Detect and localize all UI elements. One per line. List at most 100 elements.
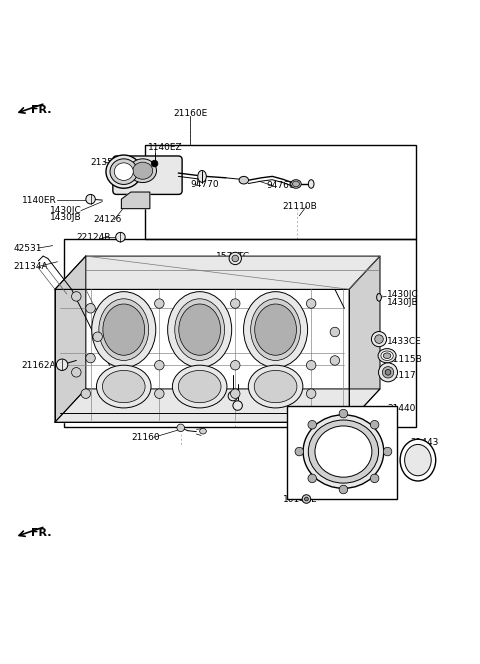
FancyBboxPatch shape [113, 156, 182, 195]
Text: 1571TC: 1571TC [216, 252, 251, 260]
Text: 21115B: 21115B [387, 355, 422, 364]
Circle shape [306, 361, 316, 370]
Ellipse shape [172, 365, 227, 408]
Circle shape [339, 485, 348, 494]
Ellipse shape [405, 444, 431, 476]
Ellipse shape [129, 159, 156, 183]
Ellipse shape [251, 299, 300, 361]
Ellipse shape [384, 353, 391, 359]
Ellipse shape [377, 293, 382, 301]
Polygon shape [55, 389, 380, 422]
Ellipse shape [308, 420, 379, 483]
Text: 94760P: 94760P [266, 181, 300, 191]
Text: 1140ER: 1140ER [22, 196, 57, 205]
Ellipse shape [303, 415, 384, 488]
Ellipse shape [102, 371, 145, 402]
Text: 21117: 21117 [387, 371, 416, 380]
Text: 1433CE: 1433CE [387, 337, 422, 346]
Circle shape [379, 363, 397, 382]
Circle shape [155, 299, 164, 308]
Circle shape [372, 331, 386, 347]
Circle shape [230, 361, 240, 370]
Circle shape [86, 303, 96, 313]
Text: 1430JC: 1430JC [387, 290, 419, 299]
Circle shape [56, 359, 68, 371]
Ellipse shape [254, 371, 297, 402]
Ellipse shape [243, 291, 308, 368]
Ellipse shape [378, 349, 396, 363]
Polygon shape [55, 290, 349, 422]
Circle shape [230, 299, 240, 308]
Text: 21134A: 21134A [13, 262, 48, 271]
Circle shape [330, 327, 340, 337]
Circle shape [339, 409, 348, 418]
Circle shape [302, 495, 311, 503]
Circle shape [229, 252, 241, 265]
Polygon shape [55, 256, 86, 422]
Circle shape [81, 389, 91, 398]
Circle shape [308, 474, 316, 483]
Circle shape [308, 420, 316, 429]
Text: 21114: 21114 [250, 395, 278, 404]
Text: FR.: FR. [31, 105, 52, 115]
Circle shape [86, 353, 96, 363]
Text: 21353R: 21353R [91, 157, 125, 167]
Text: 24126: 24126 [93, 215, 121, 224]
Ellipse shape [103, 304, 144, 355]
Ellipse shape [255, 304, 297, 355]
Ellipse shape [179, 371, 221, 402]
Circle shape [228, 391, 238, 401]
Ellipse shape [133, 162, 153, 179]
Circle shape [383, 367, 394, 378]
Circle shape [86, 195, 96, 204]
Circle shape [371, 420, 379, 429]
Text: 22124B: 22124B [76, 232, 111, 242]
Text: 21443: 21443 [411, 438, 439, 447]
Circle shape [295, 448, 303, 456]
Circle shape [93, 332, 102, 341]
Circle shape [371, 474, 379, 483]
Ellipse shape [308, 180, 314, 188]
Text: 21160E: 21160E [173, 110, 207, 118]
Text: 1430JC: 1430JC [50, 206, 82, 215]
Circle shape [232, 255, 239, 262]
Circle shape [306, 299, 316, 308]
Circle shape [116, 232, 125, 242]
Text: 1140EZ: 1140EZ [147, 143, 182, 153]
Circle shape [306, 389, 316, 398]
Circle shape [177, 424, 184, 432]
Circle shape [72, 368, 81, 377]
Circle shape [384, 448, 392, 456]
Polygon shape [121, 192, 150, 208]
Ellipse shape [291, 180, 301, 188]
Ellipse shape [110, 159, 137, 185]
Ellipse shape [106, 155, 142, 188]
Text: 1430JB: 1430JB [387, 298, 419, 307]
Ellipse shape [248, 365, 303, 408]
Ellipse shape [92, 291, 156, 368]
Ellipse shape [96, 365, 151, 408]
Text: 21160: 21160 [131, 433, 159, 442]
Polygon shape [349, 256, 380, 422]
Ellipse shape [292, 181, 300, 187]
Text: 1014CL: 1014CL [283, 495, 317, 503]
Circle shape [233, 401, 242, 410]
Ellipse shape [179, 304, 220, 355]
Polygon shape [55, 256, 380, 290]
Ellipse shape [114, 163, 133, 181]
Text: FR.: FR. [31, 528, 52, 538]
Circle shape [155, 389, 164, 398]
Text: 21162A: 21162A [22, 361, 56, 370]
Ellipse shape [200, 428, 206, 434]
Bar [288, 406, 396, 499]
Text: 42531: 42531 [13, 244, 42, 252]
Ellipse shape [198, 171, 206, 183]
Ellipse shape [239, 177, 249, 184]
Text: 21440: 21440 [387, 404, 416, 414]
Circle shape [155, 361, 164, 370]
Circle shape [375, 335, 384, 343]
Circle shape [230, 389, 240, 398]
Bar [64, 240, 416, 427]
Ellipse shape [400, 439, 436, 481]
Text: 1430JB: 1430JB [50, 213, 82, 222]
